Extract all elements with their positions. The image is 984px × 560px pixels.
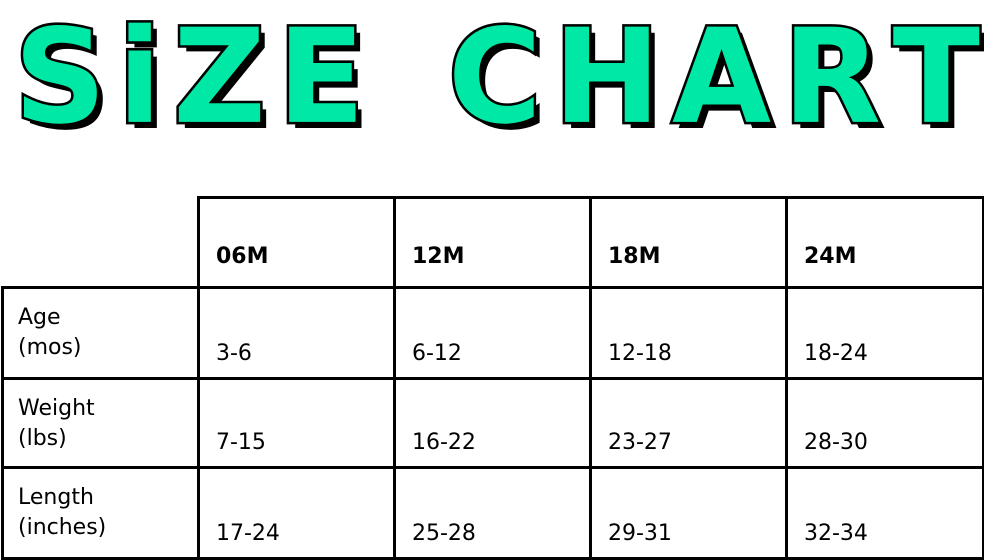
column-header-text: 18M bbox=[608, 242, 661, 272]
cell-text-line: 16-22 bbox=[412, 430, 476, 455]
title-letter: i bbox=[115, 1, 164, 154]
table-cell: 16-22 bbox=[393, 377, 592, 469]
column-header-text: 12M bbox=[412, 242, 465, 272]
column-header: 24M bbox=[785, 196, 984, 289]
cell-text-line: 12-18 bbox=[608, 341, 672, 366]
table-cell-text: 29-31 bbox=[608, 519, 672, 549]
cell-text-line: 6-12 bbox=[412, 341, 462, 366]
cell-text-line: 3-6 bbox=[216, 341, 252, 366]
table-cell: 28-30 bbox=[785, 377, 984, 469]
row-header-text: Age (mos) bbox=[18, 303, 82, 363]
column-header: 18M bbox=[589, 196, 788, 289]
table-cell-text: 3-6 bbox=[216, 339, 252, 369]
cell-text-line: 32-34 bbox=[804, 521, 868, 546]
cell-text-line: Weight bbox=[18, 396, 95, 421]
table-cell: 23-27 bbox=[589, 377, 788, 469]
table-cell-text: 28-30 bbox=[804, 428, 868, 458]
cell-text-line: (mos) bbox=[18, 335, 82, 360]
table-cell: 25-28 bbox=[393, 466, 592, 560]
table-cell: 29-31 bbox=[589, 466, 788, 560]
cell-text-line: 12M bbox=[412, 244, 465, 269]
cell-text-line: 17-24 bbox=[216, 521, 280, 546]
title-letter: Z bbox=[171, 1, 269, 154]
table-cell: 17-24 bbox=[197, 466, 396, 560]
column-header-text: 24M bbox=[804, 242, 857, 272]
cell-text-line: 7-15 bbox=[216, 430, 266, 455]
title-letter: R bbox=[780, 1, 884, 154]
title-letter: C bbox=[445, 1, 544, 154]
cell-text-line: Length bbox=[18, 485, 94, 510]
row-header-text: Weight (lbs) bbox=[18, 394, 95, 454]
title-letter: E bbox=[275, 1, 367, 154]
title-letter: S bbox=[11, 1, 108, 154]
row-header: Age (mos) bbox=[1, 286, 200, 380]
table-cell-text: 12-18 bbox=[608, 339, 672, 369]
cell-text-line: 24M bbox=[804, 244, 857, 269]
table-cell-text: 16-22 bbox=[412, 428, 476, 458]
cell-text-line: 28-30 bbox=[804, 430, 868, 455]
column-header-text: 06M bbox=[216, 242, 269, 272]
table-cell: 32-34 bbox=[785, 466, 984, 560]
table-cell-text: 32-34 bbox=[804, 519, 868, 549]
column-header: 06M bbox=[197, 196, 396, 289]
title-letter: A bbox=[669, 1, 773, 154]
table-cell-text: 17-24 bbox=[216, 519, 280, 549]
cell-text-line: (lbs) bbox=[18, 426, 67, 451]
title-letter: T bbox=[890, 1, 982, 154]
cell-text-line: 23-27 bbox=[608, 430, 672, 455]
title-letter: H bbox=[551, 1, 663, 154]
table-cell: 6-12 bbox=[393, 286, 592, 380]
cell-text-line: Age bbox=[18, 305, 61, 330]
cell-text-line: 18M bbox=[608, 244, 661, 269]
table-cell-text: 6-12 bbox=[412, 339, 462, 369]
cell-text-line: 06M bbox=[216, 244, 269, 269]
cell-text-line: 29-31 bbox=[608, 521, 672, 546]
cell-text-line: 18-24 bbox=[804, 341, 868, 366]
row-header-text: Length (inches) bbox=[18, 483, 106, 543]
table-cell: 12-18 bbox=[589, 286, 788, 380]
table-cell-text: 18-24 bbox=[804, 339, 868, 369]
row-header: Length (inches) bbox=[1, 466, 200, 560]
row-header: Weight (lbs) bbox=[1, 377, 200, 469]
cell-text-line: (inches) bbox=[18, 515, 107, 540]
table-cell: 7-15 bbox=[197, 377, 396, 469]
table-cell: 18-24 bbox=[785, 286, 984, 380]
table-cell-text: 7-15 bbox=[216, 428, 266, 458]
column-header: 12M bbox=[393, 196, 592, 289]
table-cell: 3-6 bbox=[197, 286, 396, 380]
table-cell-text: 25-28 bbox=[412, 519, 476, 549]
cell-text-line: 25-28 bbox=[412, 521, 476, 546]
table-cell-text: 23-27 bbox=[608, 428, 672, 458]
